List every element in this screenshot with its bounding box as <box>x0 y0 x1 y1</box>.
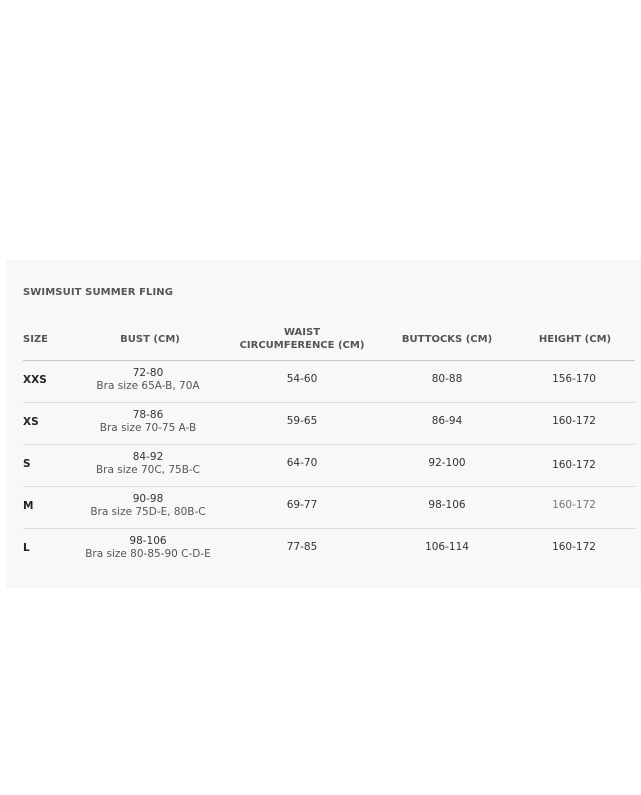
bra-size: Bra size 65A-B, 70A <box>96 380 200 392</box>
header-size: SIZE <box>23 334 49 345</box>
bra-size: Bra size 75D-E, 80B-C <box>90 506 206 518</box>
buttocks-cell: 106-114 <box>425 541 469 553</box>
size-cell: L <box>23 542 30 554</box>
bust-range: 98-106 <box>129 535 167 547</box>
header-waist-line2: CIRCUMFERENCE (CM) <box>239 340 365 351</box>
bust-range: 72-80 <box>132 367 164 379</box>
size-cell: M <box>23 500 34 512</box>
buttocks-cell: 80-88 <box>431 373 463 385</box>
row-divider <box>23 444 635 445</box>
waist-cell: 77-85 <box>286 541 318 553</box>
bust-cell: 78-86 Bra size 70-75 A-B <box>100 409 196 435</box>
height-cell: 156-170 <box>552 373 596 385</box>
size-chart-panel <box>6 260 641 588</box>
height-cell: 160-172 <box>552 459 596 471</box>
row-divider <box>23 402 635 403</box>
buttocks-cell: 86-94 <box>431 415 463 427</box>
waist-cell: 54-60 <box>286 373 318 385</box>
bra-size: Bra size 80-85-90 C-D-E <box>85 548 211 560</box>
size-cell: S <box>23 458 31 470</box>
waist-cell: 59-65 <box>286 415 318 427</box>
header-bust: BUST (CM) <box>120 334 180 345</box>
bust-range: 78-86 <box>132 409 164 421</box>
header-waist-line1: WAIST <box>283 327 321 338</box>
buttocks-cell: 92-100 <box>428 457 466 469</box>
size-cell: XXS <box>23 374 47 386</box>
bust-cell: 72-80 Bra size 65A-B, 70A <box>96 367 199 393</box>
bust-cell: 84-92 Bra size 70C, 75B-C <box>96 451 200 477</box>
bust-cell: 98-106 Bra size 80-85-90 C-D-E <box>85 535 211 561</box>
row-divider <box>23 528 635 529</box>
buttocks-cell: 98-106 <box>428 499 466 511</box>
bust-cell: 90-98 Bra size 75D-E, 80B-C <box>90 493 205 519</box>
size-cell: XS <box>23 416 39 428</box>
row-divider <box>23 486 635 487</box>
height-cell: 160-172 <box>552 499 596 511</box>
header-divider <box>23 360 635 361</box>
waist-cell: 69-77 <box>286 499 318 511</box>
header-waist: WAIST CIRCUMFERENCE (CM) <box>232 326 372 352</box>
bra-size: Bra size 70C, 75B-C <box>95 464 201 476</box>
chart-title: SWIMSUIT SUMMER FLING <box>23 287 174 298</box>
bust-range: 84-92 <box>132 451 164 463</box>
bust-range: 90-98 <box>132 493 164 505</box>
header-height: HEIGHT (CM) <box>538 334 612 345</box>
waist-cell: 64-70 <box>286 457 318 469</box>
bra-size: Bra size 70-75 A-B <box>99 422 197 434</box>
height-cell: 160-172 <box>552 541 596 553</box>
height-cell: 160-172 <box>552 415 596 427</box>
header-buttocks: BUTTOCKS (CM) <box>401 334 493 345</box>
